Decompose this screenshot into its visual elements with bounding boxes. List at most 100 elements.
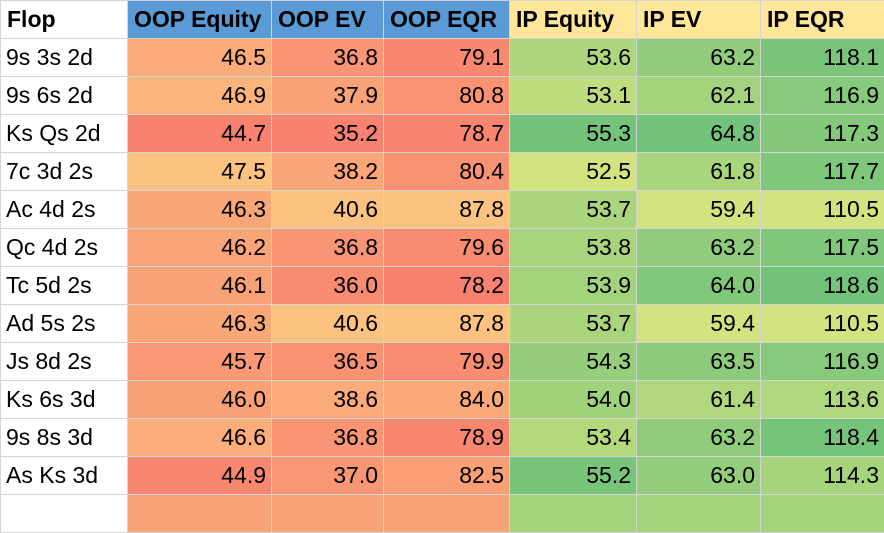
cell-ip-ev[interactable]: 63.2	[637, 419, 761, 457]
cell-oop-eqr[interactable]	[384, 495, 510, 533]
cell-oop-eqr[interactable]: 82.5	[384, 457, 510, 495]
cell-flop[interactable]: 9s 6s 2d	[1, 77, 128, 115]
cell-flop[interactable]: Js 8d 2s	[1, 343, 128, 381]
cell-oop-equity[interactable]: 46.0	[128, 381, 272, 419]
cell-flop[interactable]: Qc 4d 2s	[1, 229, 128, 267]
cell-oop-ev[interactable]: 37.9	[272, 77, 384, 115]
cell-oop-ev[interactable]: 37.0	[272, 457, 384, 495]
cell-ip-eqr[interactable]: 114.3	[761, 457, 884, 495]
cell-ip-equity[interactable]: 53.7	[510, 305, 637, 343]
cell-flop[interactable]: Ks Qs 2d	[1, 115, 128, 153]
cell-oop-eqr[interactable]: 78.7	[384, 115, 510, 153]
cell-ip-ev[interactable]: 59.4	[637, 191, 761, 229]
cell-oop-equity[interactable]: 46.6	[128, 419, 272, 457]
cell-flop[interactable]: 9s 3s 2d	[1, 39, 128, 77]
cell-oop-eqr[interactable]: 87.8	[384, 191, 510, 229]
cell-ip-eqr[interactable]: 110.5	[761, 305, 884, 343]
cell-ip-ev[interactable]: 63.2	[637, 39, 761, 77]
cell-oop-ev[interactable]: 40.6	[272, 191, 384, 229]
cell-oop-ev[interactable]: 36.8	[272, 229, 384, 267]
cell-flop[interactable]: As Ks 3d	[1, 457, 128, 495]
cell-ip-ev[interactable]: 64.0	[637, 267, 761, 305]
cell-oop-eqr[interactable]: 87.8	[384, 305, 510, 343]
header-ip-equity[interactable]: IP Equity	[510, 1, 637, 39]
cell-flop[interactable]: Tc 5d 2s	[1, 267, 128, 305]
cell-ip-eqr[interactable]: 116.9	[761, 77, 884, 115]
cell-oop-equity[interactable]: 44.9	[128, 457, 272, 495]
cell-oop-ev[interactable]: 36.0	[272, 267, 384, 305]
cell-ip-equity[interactable]: 53.8	[510, 229, 637, 267]
cell-ip-equity[interactable]: 54.0	[510, 381, 637, 419]
cell-ip-equity[interactable]: 55.3	[510, 115, 637, 153]
cell-ip-eqr[interactable]: 118.6	[761, 267, 884, 305]
cell-flop[interactable]	[1, 495, 128, 533]
cell-oop-equity[interactable]: 46.3	[128, 305, 272, 343]
cell-ip-ev[interactable]: 63.0	[637, 457, 761, 495]
cell-ip-equity[interactable]: 55.2	[510, 457, 637, 495]
cell-oop-equity[interactable]: 46.2	[128, 229, 272, 267]
cell-ip-equity[interactable]: 54.3	[510, 343, 637, 381]
cell-ip-ev[interactable]: 63.5	[637, 343, 761, 381]
cell-oop-equity[interactable]: 45.7	[128, 343, 272, 381]
cell-ip-equity[interactable]: 53.4	[510, 419, 637, 457]
cell-ip-equity[interactable]: 52.5	[510, 153, 637, 191]
cell-ip-ev[interactable]: 62.1	[637, 77, 761, 115]
cell-oop-eqr[interactable]: 79.9	[384, 343, 510, 381]
cell-flop[interactable]: 9s 8s 3d	[1, 419, 128, 457]
cell-oop-ev[interactable]: 36.8	[272, 39, 384, 77]
cell-ip-ev[interactable]: 59.4	[637, 305, 761, 343]
cell-oop-equity[interactable]	[128, 495, 272, 533]
cell-oop-equity[interactable]: 46.1	[128, 267, 272, 305]
cell-oop-eqr[interactable]: 78.2	[384, 267, 510, 305]
cell-oop-equity[interactable]: 44.7	[128, 115, 272, 153]
header-oop-eqr[interactable]: OOP EQR	[384, 1, 510, 39]
cell-oop-ev[interactable]: 35.2	[272, 115, 384, 153]
cell-oop-eqr[interactable]: 80.4	[384, 153, 510, 191]
cell-ip-equity[interactable]	[510, 495, 637, 533]
cell-oop-eqr[interactable]: 79.6	[384, 229, 510, 267]
cell-ip-eqr[interactable]: 116.9	[761, 343, 884, 381]
cell-ip-ev[interactable]: 64.8	[637, 115, 761, 153]
header-oop-equity[interactable]: OOP Equity	[128, 1, 272, 39]
cell-ip-ev[interactable]	[637, 495, 761, 533]
cell-ip-equity[interactable]: 53.1	[510, 77, 637, 115]
cell-ip-eqr[interactable]: 110.5	[761, 191, 884, 229]
cell-oop-ev[interactable]	[272, 495, 384, 533]
cell-ip-ev[interactable]: 63.2	[637, 229, 761, 267]
cell-oop-equity[interactable]: 46.9	[128, 77, 272, 115]
cell-flop[interactable]: 7c 3d 2s	[1, 153, 128, 191]
cell-oop-eqr[interactable]: 78.9	[384, 419, 510, 457]
cell-flop[interactable]: Ks 6s 3d	[1, 381, 128, 419]
cell-flop[interactable]: Ac 4d 2s	[1, 191, 128, 229]
cell-ip-eqr[interactable]: 117.7	[761, 153, 884, 191]
cell-oop-ev[interactable]: 40.6	[272, 305, 384, 343]
header-ip-eqr[interactable]: IP EQR	[761, 1, 884, 39]
cell-ip-eqr[interactable]: 118.4	[761, 419, 884, 457]
table-row	[1, 495, 884, 533]
cell-oop-eqr[interactable]: 80.8	[384, 77, 510, 115]
cell-ip-ev[interactable]: 61.4	[637, 381, 761, 419]
cell-oop-equity[interactable]: 47.5	[128, 153, 272, 191]
cell-ip-eqr[interactable]: 117.5	[761, 229, 884, 267]
cell-oop-eqr[interactable]: 84.0	[384, 381, 510, 419]
header-ip-ev[interactable]: IP EV	[637, 1, 761, 39]
header-flop[interactable]: Flop	[1, 1, 128, 39]
cell-ip-eqr[interactable]: 118.1	[761, 39, 884, 77]
cell-ip-equity[interactable]: 53.7	[510, 191, 637, 229]
cell-ip-eqr[interactable]: 113.6	[761, 381, 884, 419]
cell-oop-ev[interactable]: 38.6	[272, 381, 384, 419]
cell-ip-equity[interactable]: 53.9	[510, 267, 637, 305]
cell-ip-eqr[interactable]: 117.3	[761, 115, 884, 153]
header-oop-ev[interactable]: OOP EV	[272, 1, 384, 39]
cell-ip-ev[interactable]: 61.8	[637, 153, 761, 191]
cell-ip-eqr[interactable]	[761, 495, 884, 533]
cell-oop-equity[interactable]: 46.5	[128, 39, 272, 77]
cell-oop-ev[interactable]: 38.2	[272, 153, 384, 191]
cell-flop[interactable]: Ad 5s 2s	[1, 305, 128, 343]
cell-oop-eqr[interactable]: 79.1	[384, 39, 510, 77]
cell-oop-ev[interactable]: 36.8	[272, 419, 384, 457]
cell-ip-equity[interactable]: 53.6	[510, 39, 637, 77]
cell-oop-equity[interactable]: 46.3	[128, 191, 272, 229]
cell-oop-ev[interactable]: 36.5	[272, 343, 384, 381]
